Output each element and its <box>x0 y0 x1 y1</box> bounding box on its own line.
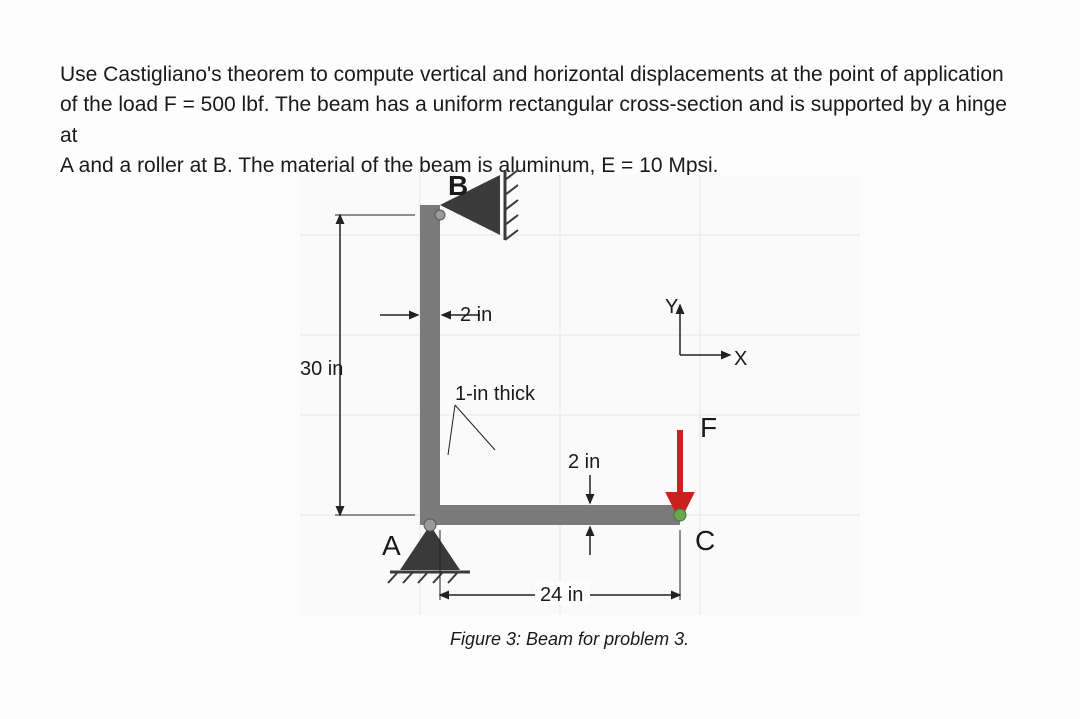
vertical-member <box>420 205 440 525</box>
label-y: Y <box>665 296 678 318</box>
horizontal-member <box>420 505 680 525</box>
thickness-note-label: 1-in thick <box>455 383 536 405</box>
dim-vert-2in-label: 2 in <box>460 304 492 326</box>
dim-24in-label: 24 in <box>540 584 583 606</box>
problem-statement: Use Castigliano's theorem to compute ver… <box>60 60 1020 182</box>
problem-line-1: Use Castigliano's theorem to compute ver… <box>60 63 1004 86</box>
page: Use Castigliano's theorem to compute ver… <box>0 0 1080 719</box>
problem-line-2: of the load F = 500 lbf. The beam has a … <box>60 93 1007 146</box>
label-x: X <box>734 348 747 370</box>
dim-30in-label: 30 in <box>300 358 343 380</box>
label-c: C <box>695 525 715 556</box>
figure: B A 30 in <box>300 175 860 675</box>
label-b: B <box>448 170 468 201</box>
label-a: A <box>382 530 401 561</box>
dim-horiz-2in-label: 2 in <box>568 451 600 473</box>
label-f: F <box>700 412 717 443</box>
problem-line-3: A and a roller at B. The material of the… <box>60 154 719 177</box>
figure-caption: Figure 3: Beam for problem 3. <box>450 629 689 649</box>
